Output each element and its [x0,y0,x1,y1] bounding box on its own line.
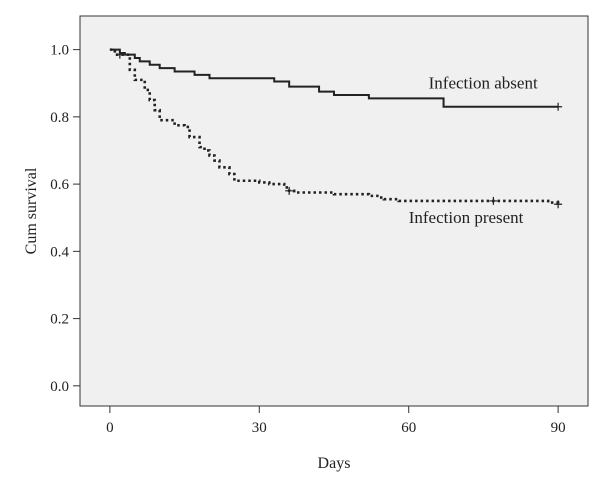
plot-background [79,15,589,407]
axes: 0 30 60 90 0.0 0.2 0.4 0.6 0.8 1.0 [50,43,565,436]
series-infection-present [109,48,560,205]
y-tick-label: 1.0 [50,43,69,59]
x-tick-label: 90 [551,420,566,436]
x-tick-label: 60 [401,420,416,436]
x-axis-label: Days [318,455,351,472]
y-axis-label: Cum survival [23,167,40,254]
censor-mark-infection-present [489,196,498,205]
x-tick-label: 30 [252,420,267,436]
y-tick-label: 0.4 [50,244,69,260]
censor-mark-infection-present [115,50,124,59]
series-infection-absent [109,48,559,108]
censor-mark-infection-absent [554,102,563,111]
censor-mark-infection-present [285,186,294,195]
series-layer [109,48,563,209]
y-tick-label: 0.2 [50,312,69,328]
y-tick-label: 0.8 [50,110,69,126]
x-tick-label: 0 [106,420,114,436]
y-tick-label: 0.0 [50,379,69,395]
curve-label-infection-present: Infection present [409,208,524,227]
curve-label-infection-absent: Infection absent [429,73,538,92]
censor-mark-infection-present [554,200,563,209]
annotations: Infection absent Infection present [409,73,538,226]
y-tick-label: 0.6 [50,177,69,193]
